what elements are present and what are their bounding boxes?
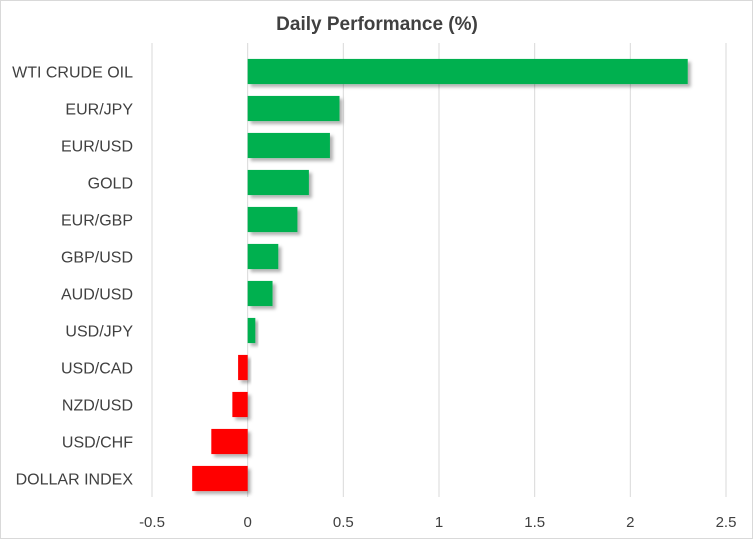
category-label: GBP/USD: [61, 250, 133, 267]
category-label: NZD/USD: [62, 398, 133, 415]
category-label: EUR/USD: [61, 139, 133, 156]
category-label: USD/JPY: [65, 324, 133, 341]
category-label: EUR/GBP: [61, 213, 133, 230]
category-label: WTI CRUDE OIL: [12, 65, 133, 82]
bar: [247, 58, 688, 85]
category-label: USD/CHF: [62, 435, 133, 452]
x-tick-label: 0.5: [333, 514, 354, 531]
bar: [247, 132, 330, 159]
bar: [247, 243, 279, 270]
bar: [192, 465, 248, 492]
bars: [192, 58, 688, 492]
bar: [247, 317, 256, 344]
category-label: USD/CAD: [61, 361, 133, 378]
bar: [247, 280, 273, 307]
x-tick-label: 2: [626, 514, 634, 531]
category-label: DOLLAR INDEX: [16, 472, 134, 489]
category-labels: WTI CRUDE OIL EUR/JPY EUR/USD GOLD EUR/GBP GB…: [12, 65, 133, 489]
bar: [247, 206, 298, 233]
x-tick-label: 1: [435, 514, 443, 531]
bar: [247, 169, 309, 196]
bar: [232, 391, 248, 418]
category-label: EUR/JPY: [65, 102, 133, 119]
chart-title: Daily Performance (%): [276, 14, 478, 35]
x-tick-label: 1.5: [524, 514, 545, 531]
bar: [247, 95, 340, 122]
bar: [238, 354, 248, 381]
x-axis-tick-labels: -0.5 0 0.5 1 1.5 2 2.5: [139, 514, 736, 531]
x-tick-label: 0: [243, 514, 251, 531]
gridlines: [151, 43, 727, 497]
x-tick-label: -0.5: [139, 514, 165, 531]
category-label: GOLD: [88, 176, 133, 193]
x-tick-label: 2.5: [716, 514, 737, 531]
category-label: AUD/USD: [61, 287, 133, 304]
bar: [211, 428, 248, 455]
